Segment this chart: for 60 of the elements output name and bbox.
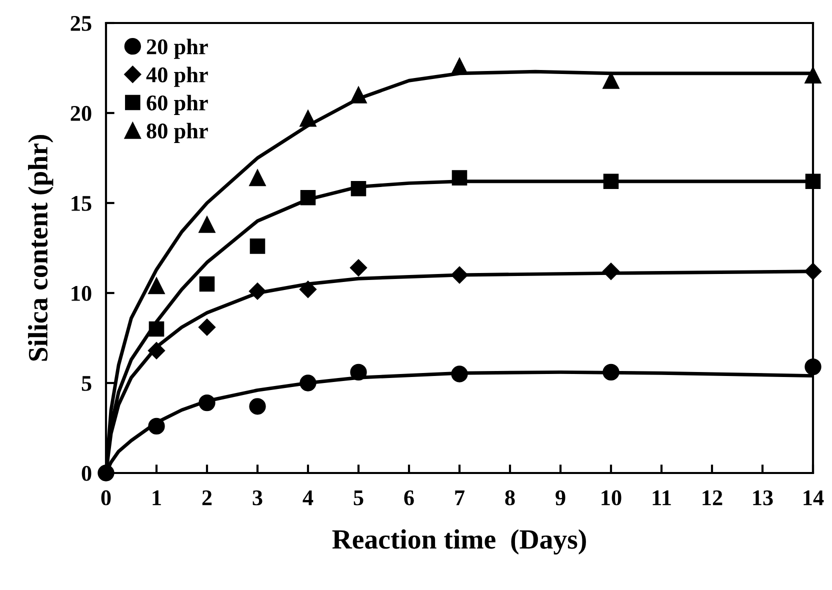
point (350, 364, 367, 381)
x-tick-label: 6 (404, 490, 414, 506)
y-tick-label: 15 (72, 196, 92, 211)
point (148, 321, 164, 337)
x-tick-label: 9 (556, 490, 566, 506)
point (804, 358, 822, 376)
x-tick-label: 13 (753, 490, 773, 506)
legend-label: 80 phr (146, 122, 208, 144)
x-tick-label: 0 (101, 490, 111, 506)
point (350, 259, 368, 276)
point (198, 318, 216, 336)
x-tick-label: 12 (702, 490, 722, 506)
point (602, 262, 620, 280)
point (602, 72, 620, 89)
y-tick-label: 20 (70, 106, 92, 121)
point (198, 216, 216, 233)
point (249, 169, 266, 186)
x-tick-label: 1 (152, 490, 161, 506)
point (199, 276, 215, 292)
x-tick-label: 5 (354, 490, 364, 506)
point (249, 398, 266, 415)
y-tick-label: 25 (70, 16, 92, 31)
point (350, 180, 366, 196)
point (248, 282, 266, 300)
point (148, 277, 165, 294)
x-axis-title: Reaction time (Days) (332, 529, 586, 555)
point (148, 418, 165, 435)
point (350, 86, 367, 104)
x-tick-label: 3 (252, 490, 262, 506)
point (198, 394, 216, 412)
point (603, 174, 619, 190)
y-tick-label: 5 (82, 376, 92, 391)
point (451, 58, 468, 75)
x-tick-label: 10 (602, 490, 622, 506)
y-tick-label: 0 (82, 466, 92, 481)
legend-label: 40 phr (146, 66, 208, 87)
point (250, 238, 266, 254)
point (300, 374, 316, 392)
point (451, 366, 468, 382)
point (452, 170, 468, 186)
legend-label: 20 phr (146, 38, 208, 59)
y-tick-label: 10 (72, 286, 92, 301)
point (450, 266, 468, 284)
x-tick-label: 11 (652, 490, 671, 506)
point (804, 262, 822, 280)
x-tick-label: 2 (202, 490, 212, 506)
legend-label: 60 phr (146, 94, 208, 115)
point (299, 280, 317, 298)
y-axis-title: Silica content (phr) (28, 135, 54, 361)
point (98, 464, 114, 482)
x-tick-label: 8 (505, 490, 515, 506)
x-tick-label: 4 (302, 490, 314, 506)
point (602, 364, 620, 381)
x-tick-label: 7 (455, 490, 465, 506)
point (805, 174, 821, 190)
point (148, 342, 166, 360)
x-tick-label: 14 (804, 490, 824, 506)
point (300, 110, 316, 127)
point (804, 66, 822, 84)
point (300, 190, 316, 206)
